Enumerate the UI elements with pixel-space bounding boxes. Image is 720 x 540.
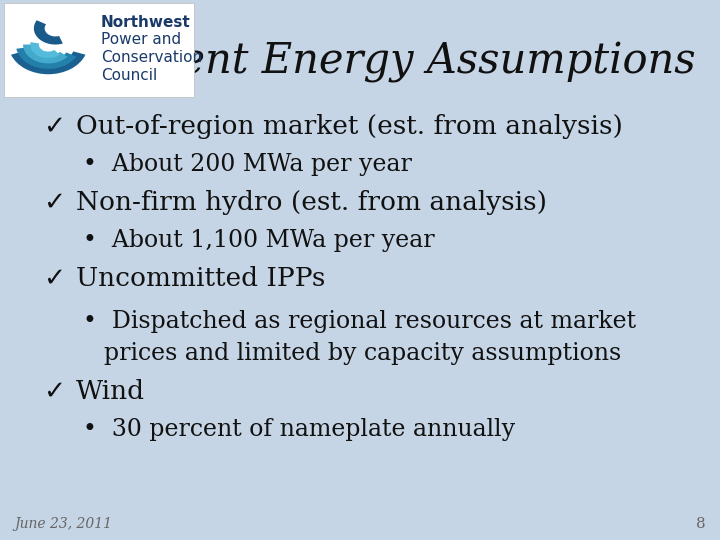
Text: prices and limited by capacity assumptions: prices and limited by capacity assumptio… — [104, 342, 621, 365]
Text: Uncommitted IPPs: Uncommitted IPPs — [76, 266, 325, 291]
Text: Conservation: Conservation — [101, 50, 202, 65]
Wedge shape — [11, 51, 86, 75]
Text: 8: 8 — [696, 517, 706, 531]
Text: •  About 200 MWa per year: • About 200 MWa per year — [83, 153, 412, 176]
Text: •  30 percent of nameplate annually: • 30 percent of nameplate annually — [83, 418, 515, 441]
Text: ✓: ✓ — [43, 265, 66, 291]
Text: Out-of-region market (est. from analysis): Out-of-region market (est. from analysis… — [76, 114, 623, 139]
Text: Current Energy Assumptions: Current Energy Assumptions — [82, 41, 696, 83]
Text: •  About 1,100 MWa per year: • About 1,100 MWa per year — [83, 229, 434, 252]
FancyBboxPatch shape — [4, 3, 194, 97]
Text: •  Dispatched as regional resources at market: • Dispatched as regional resources at ma… — [83, 310, 636, 333]
Text: Council: Council — [101, 68, 157, 83]
Text: ✓: ✓ — [43, 114, 66, 140]
Text: Wind: Wind — [76, 379, 145, 404]
Text: Non-firm hydro (est. from analysis): Non-firm hydro (est. from analysis) — [76, 190, 546, 215]
Text: Northwest: Northwest — [101, 15, 191, 30]
Text: ✓: ✓ — [43, 379, 66, 404]
Wedge shape — [23, 45, 68, 63]
Text: ✓: ✓ — [43, 190, 66, 215]
Text: June 23, 2011: June 23, 2011 — [14, 517, 112, 531]
Text: Power and: Power and — [101, 32, 181, 48]
Wedge shape — [17, 48, 76, 69]
Wedge shape — [34, 20, 63, 44]
Wedge shape — [30, 42, 60, 58]
